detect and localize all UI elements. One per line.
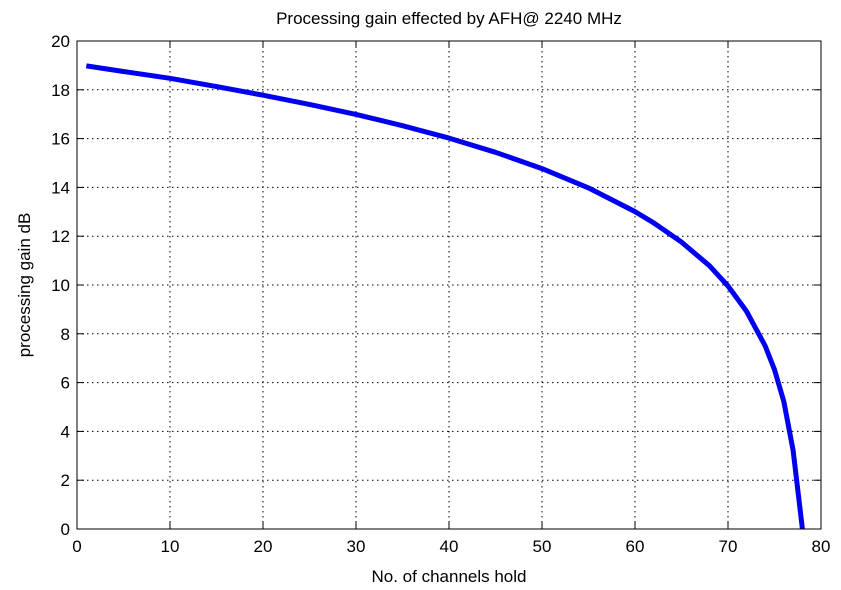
x-tick-label: 60 — [626, 537, 645, 556]
y-tick-labels: 0 2 4 6 8 10 12 14 16 18 20 — [51, 32, 70, 539]
y-tick-label: 0 — [61, 520, 70, 539]
y-tick-label: 18 — [51, 81, 70, 100]
plot-area — [77, 41, 821, 529]
x-axis-label: No. of channels hold — [372, 567, 527, 586]
x-tick-label: 30 — [347, 537, 366, 556]
y-axis-label: processing gain dB — [15, 213, 34, 358]
axis-ticks — [76, 40, 822, 530]
grid-lines — [77, 41, 821, 529]
series-layer — [85, 63, 805, 530]
y-tick-label: 20 — [51, 32, 70, 51]
x-tick-label: 10 — [161, 537, 180, 556]
x-tick-label: 20 — [254, 537, 273, 556]
y-tick-label: 12 — [51, 227, 70, 246]
y-tick-label: 6 — [61, 374, 70, 393]
y-tick-label: 8 — [61, 325, 70, 344]
x-tick-label: 50 — [533, 537, 552, 556]
y-tick-label: 14 — [51, 178, 70, 197]
x-tick-label: 80 — [812, 537, 831, 556]
x-tick-label: 0 — [72, 537, 81, 556]
y-tick-label: 2 — [61, 471, 70, 490]
chart-title: Processing gain effected by AFH@ 2240 MH… — [276, 9, 622, 28]
series-line — [85, 63, 805, 530]
x-tick-label: 40 — [440, 537, 459, 556]
y-tick-label: 4 — [61, 422, 70, 441]
x-tick-labels: 0 10 20 30 40 50 60 70 80 — [72, 537, 830, 556]
y-tick-label: 10 — [51, 276, 70, 295]
x-tick-label: 70 — [719, 537, 738, 556]
y-tick-label: 16 — [51, 130, 70, 149]
